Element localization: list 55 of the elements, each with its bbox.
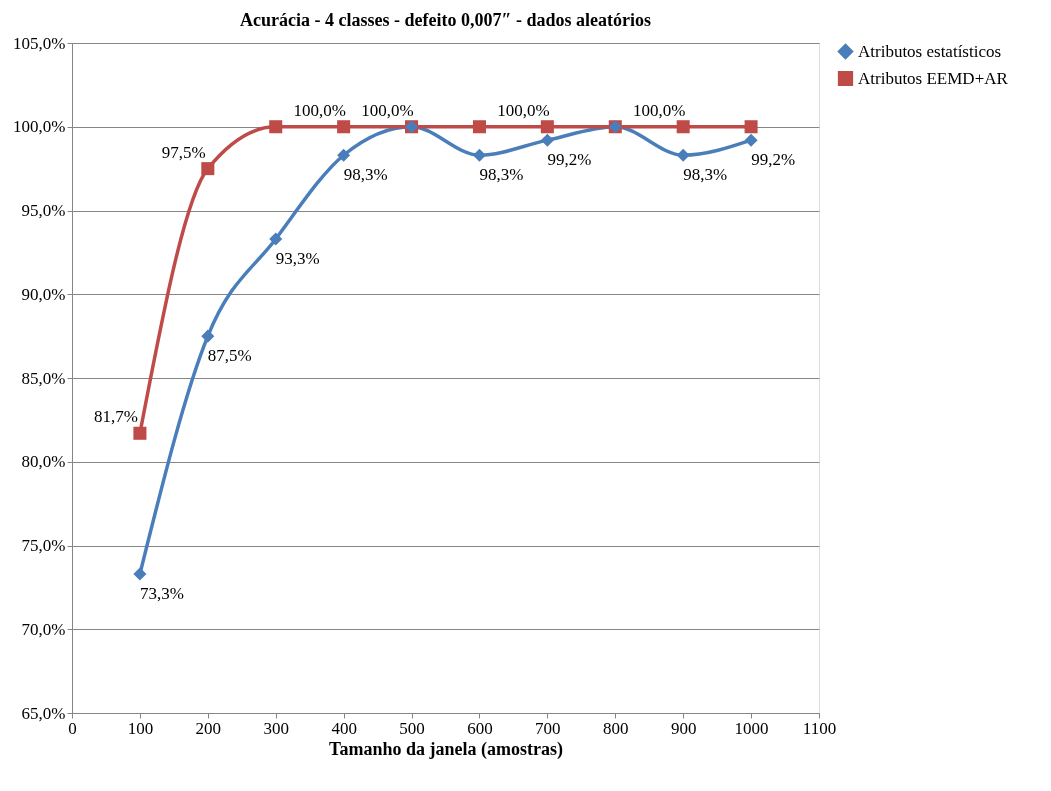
- y-tick-label: 90,0%: [21, 284, 66, 304]
- data-label: 81,7%: [93, 407, 138, 427]
- point: [744, 120, 758, 134]
- point: [269, 232, 283, 246]
- x-tick-label: 900: [670, 718, 697, 738]
- y-tick-label: 100,0%: [13, 117, 66, 137]
- x-tick-label: 700: [535, 718, 561, 738]
- data-label: 100,0%: [632, 100, 686, 120]
- data-label: 97,5%: [161, 142, 206, 162]
- y-tick-label: 65,0%: [21, 703, 66, 723]
- x-tick-label: 500: [399, 718, 425, 738]
- x-tick-label: 400: [331, 718, 357, 738]
- x-tick-label: 1000: [734, 718, 769, 738]
- point: [540, 133, 554, 147]
- point: [201, 162, 215, 176]
- data-label: 98,3%: [479, 165, 524, 185]
- data-label: 99,2%: [751, 150, 796, 170]
- data-label: 100,0%: [361, 100, 414, 120]
- data-label: 73,3%: [139, 583, 184, 603]
- data-label: 100,0%: [293, 100, 346, 120]
- y-tick-label: 105,0%: [13, 33, 66, 53]
- x-tick-label: 100: [127, 718, 154, 738]
- point: [133, 567, 147, 581]
- legend-label: Atributos EEMD+AR: [858, 68, 1009, 88]
- point: [676, 120, 690, 134]
- data-label: 93,3%: [275, 248, 320, 268]
- data-label: 87,5%: [207, 346, 252, 366]
- point: [201, 329, 215, 343]
- point: [676, 148, 690, 162]
- point: [337, 148, 351, 162]
- y-tick-label: 85,0%: [21, 368, 66, 388]
- x-tick-label: 800: [603, 718, 629, 738]
- x-tick-label: 200: [195, 718, 222, 738]
- point: [744, 133, 758, 147]
- chart-title: Acurácia - 4 classes - defeito 0,007″ - dados aleatórios: [240, 10, 651, 30]
- y-tick-label: 75,0%: [21, 536, 66, 555]
- x-tick-label: 300: [263, 718, 289, 738]
- x-tick-label: 0: [68, 718, 77, 738]
- point: [472, 120, 486, 134]
- y-tick-label: 95,0%: [21, 201, 66, 220]
- x-tick-label: 600: [467, 718, 493, 738]
- x-axis-title: Tamanho da janela (amostras): [329, 738, 563, 760]
- y-tick-label: 70,0%: [21, 619, 66, 639]
- point: [269, 120, 283, 134]
- data-label: 98,3%: [343, 165, 388, 185]
- point: [133, 426, 147, 440]
- point: [337, 120, 351, 134]
- x-tick-label: 1100: [802, 718, 837, 738]
- legend-label: Atributos estatísticos: [858, 41, 1002, 61]
- data-label: 100,0%: [497, 100, 550, 120]
- data-label: 99,2%: [547, 150, 592, 170]
- y-tick-label: 80,0%: [21, 452, 66, 472]
- point: [472, 148, 486, 162]
- data-label: 98,3%: [683, 165, 728, 185]
- point: [540, 120, 554, 134]
